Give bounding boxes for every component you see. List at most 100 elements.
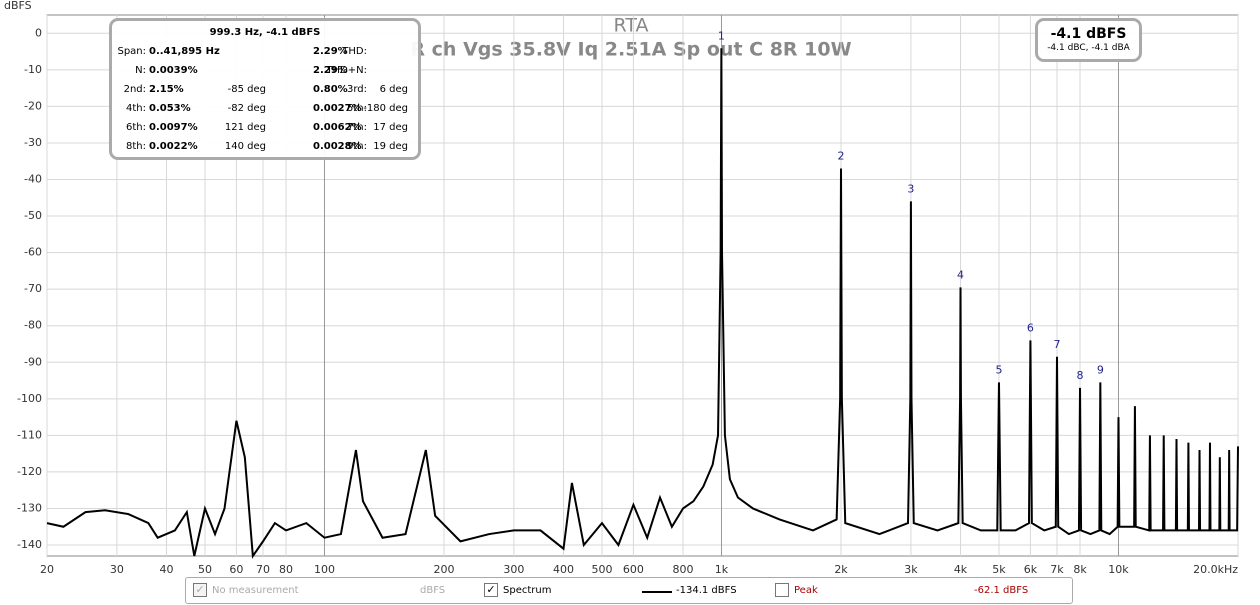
x-tick-label: 10k [1108,563,1129,576]
info-cell: 3rd: [346,84,367,95]
info-cell: 121 deg [224,122,266,133]
x-tick-label: 2k [834,563,848,576]
info-cell: 140 deg [224,141,266,152]
x-tick-label: 200 [434,563,455,576]
info-cell: 5th: [347,103,367,114]
y-axis-label: dBFS [4,0,32,12]
x-tick-label: 8k [1073,563,1087,576]
info-cell: THD+N: [326,65,367,76]
x-tick-label: 3k [904,563,918,576]
spectrum-swatch [642,591,672,593]
x-tick-label: 30 [110,563,124,576]
info-cell: THD: [342,46,367,57]
legend-bar: ✓ No measurement dBFS ✓ Spectrum -134.1 … [185,577,1073,604]
info-cell: 0.80% [313,84,348,95]
x-tick-label: 70 [256,563,270,576]
x-tick-label: 500 [591,563,612,576]
info-cell: 2.15% [149,84,184,95]
checkbox-no-measurement[interactable]: ✓ [193,583,207,597]
x-tick-label: 400 [553,563,574,576]
readout-sub: -4.1 dBC, -4.1 dBA [1047,43,1130,53]
x-tick-label: 50 [198,563,212,576]
info-box: 999.3 Hz, -4.1 dBFS Span: 0..41,895 Hz THD… [109,18,421,160]
x-tick-label: 1k [715,563,729,576]
x-tick-label: 600 [623,563,644,576]
harmonic-label: 7 [1053,338,1060,351]
info-cell: -85 deg [227,84,266,95]
peak-value: -62.1 dBFS [974,585,1029,596]
info-cell: 0.0039% [149,65,198,76]
info-cell: -82 deg [227,103,266,114]
x-tick-label: 7k [1050,563,1064,576]
spectrum-line [46,48,1239,559]
y-tick-label: -100 [17,392,42,405]
info-cell: 2nd: [123,84,146,95]
info-cell: 0.053% [149,103,191,114]
x-tick-label: 4k [954,563,968,576]
y-tick-label: -120 [17,465,42,478]
info-cell: 2.29% [313,65,348,76]
info-header: 999.3 Hz, -4.1 dBFS [209,27,321,38]
y-tick-label: -70 [24,282,42,295]
info-cell: 17 deg [373,122,408,133]
info-cell: 9th: [347,141,367,152]
x-tick-label: 300 [503,563,524,576]
info-cell: 0.0028% [313,141,362,152]
readout-box: -4.1 dBFS -4.1 dBC, -4.1 dBA [1035,18,1142,62]
info-cell: 6th: [126,122,146,133]
info-cell: 0..41,895 Hz [149,46,220,57]
harmonic-label: 5 [995,363,1002,376]
x-tick-label: 60 [229,563,243,576]
checkbox-spectrum[interactable]: ✓ [484,583,498,597]
info-cell: 7th: [347,122,367,133]
y-tick-label: -10 [24,63,42,76]
info-cell: 6 deg [379,84,408,95]
no-measurement-unit: dBFS [420,585,446,596]
checkbox-peak[interactable] [775,583,789,597]
x-tick-label: 5k [992,563,1006,576]
info-cell: 2.29% [313,46,348,57]
x-tick-label: 80 [279,563,293,576]
y-tick-label: -20 [24,99,42,112]
info-cell: 8th: [126,141,146,152]
y-tick-label: -140 [17,538,42,551]
harmonic-label: 1 [718,29,725,42]
y-tick-label: -80 [24,319,42,332]
x-tick-label: 20 [40,563,54,576]
y-tick-label: 0 [35,26,42,39]
harmonic-label: 2 [838,150,845,163]
x-tick-label: 40 [160,563,174,576]
info-cell: N: [135,65,146,76]
info-cell: -180 deg [363,103,408,114]
spectrum-value: -134.1 dBFS [676,585,737,596]
info-cell: 4th: [126,103,146,114]
info-cell: 19 deg [373,141,408,152]
harmonic-label: 8 [1077,369,1084,382]
no-measurement-label: No measurement [212,585,299,596]
spectrum-label: Spectrum [503,585,552,596]
readout-main: -4.1 dBFS [1050,26,1127,42]
info-cell: 0.0062% [313,122,362,133]
harmonic-label: 4 [957,268,964,281]
info-cell: Span: [117,46,146,57]
y-tick-label: -60 [24,246,42,259]
info-cell: 0.0027% [313,103,362,114]
x-tick-label: 800 [673,563,694,576]
x-tick-label: 6k [1024,563,1038,576]
y-tick-label: -130 [17,501,42,514]
y-tick-label: -40 [24,172,42,185]
harmonic-label: 6 [1027,321,1034,334]
info-cell: 0.0022% [149,141,198,152]
harmonic-label: 3 [907,182,914,195]
x-tick-label: 100 [314,563,335,576]
y-tick-label: -30 [24,136,42,149]
chart-subtitle: R ch Vgs 35.8V Iq 2.51A Sp out C 8R 10W [410,39,851,61]
y-tick-label: -110 [17,428,42,441]
info-cell: 0.0097% [149,122,198,133]
y-tick-label: -50 [24,209,42,222]
chart-title: RTA [614,15,649,37]
harmonic-label: 9 [1097,363,1104,376]
peak-label: Peak [794,585,818,596]
y-tick-label: -90 [24,355,42,368]
